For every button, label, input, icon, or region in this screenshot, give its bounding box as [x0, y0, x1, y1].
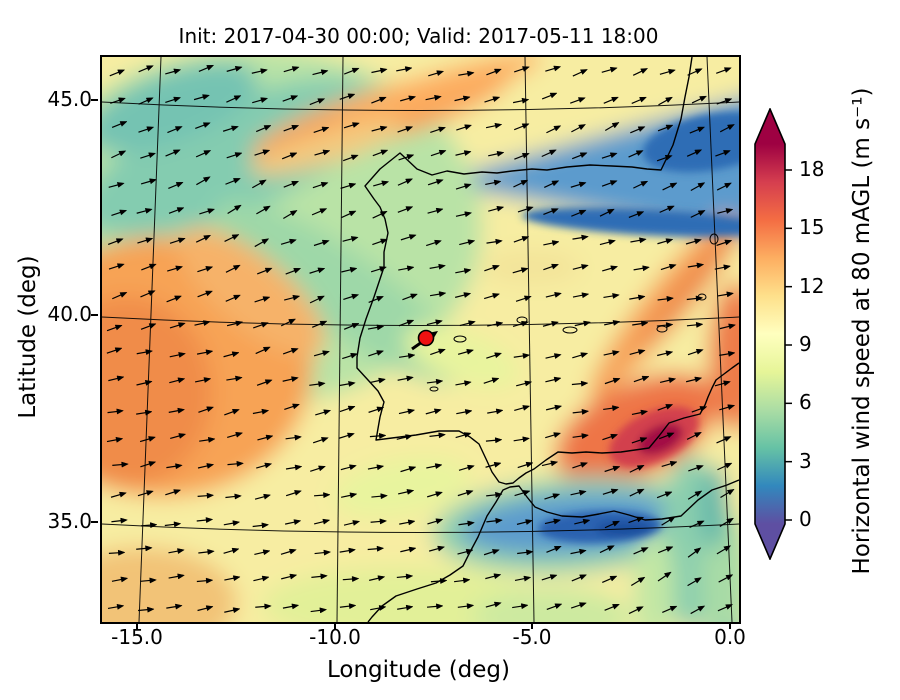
graticule-lines — [102, 57, 739, 622]
x-axis-tick — [136, 622, 138, 629]
y-axis-tick — [91, 99, 98, 101]
small-water-bodies — [429, 233, 719, 392]
site-marker — [411, 329, 438, 351]
colorbar-tick-label: 15 — [799, 215, 825, 239]
colorbar — [753, 106, 795, 564]
y-axis-label: Latitude (deg) — [15, 255, 41, 419]
colorbar-label: Horizontal wind speed at 80 mAGL (m s⁻¹) — [849, 87, 875, 575]
colorbar-tick-label: 6 — [799, 390, 812, 414]
colorbar-tick-label: 9 — [799, 332, 812, 356]
wind-speed-map — [102, 57, 739, 622]
x-axis-tick — [531, 622, 533, 629]
colorbar-tick-label: 3 — [799, 449, 812, 473]
colorbar-gradient — [754, 106, 786, 562]
plot-title: Init: 2017-04-30 00:00; Valid: 2017-05-1… — [178, 24, 659, 48]
y-axis-tick — [91, 521, 98, 523]
x-axis-tick — [334, 622, 336, 629]
x-tick-label: -15.0 — [111, 625, 163, 649]
wind-arrows — [106, 65, 737, 615]
y-tick-label: 35.0 — [47, 509, 92, 533]
y-axis-tick — [91, 314, 98, 316]
map-plot-area — [100, 55, 741, 624]
colorbar-tick-label: 12 — [799, 274, 825, 298]
x-tick-label: -10.0 — [309, 625, 361, 649]
y-tick-label: 45.0 — [47, 87, 92, 111]
x-axis-label: Longitude (deg) — [326, 657, 510, 683]
x-tick-label: -5.0 — [512, 625, 552, 649]
colorbar-tick-label: 18 — [799, 157, 825, 181]
y-tick-label: 40.0 — [47, 302, 92, 326]
coastline-path — [356, 57, 739, 622]
x-axis-tick — [729, 622, 731, 629]
colorbar-tick-label: 0 — [799, 507, 812, 531]
x-tick-label: 0.0 — [714, 625, 746, 649]
